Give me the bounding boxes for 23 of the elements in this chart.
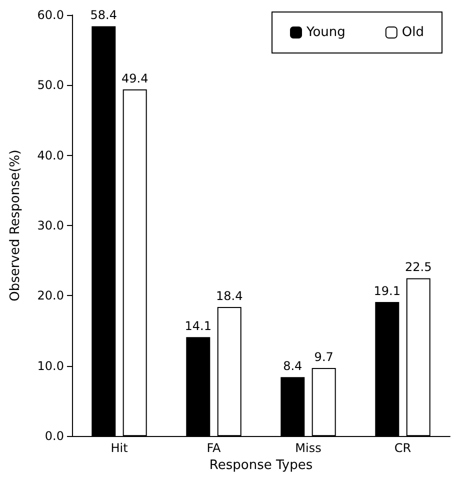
data-label: 49.4 [121, 71, 148, 86]
x-tick-label: CR [394, 441, 412, 456]
legend-label: Young [306, 25, 346, 40]
data-label: 58.4 [90, 8, 118, 22]
x-tick-label: Hit [110, 441, 128, 456]
legend-label: Old [402, 25, 424, 40]
data-label: 14.1 [184, 319, 212, 334]
y-tick-label: 10.0 [37, 358, 64, 373]
y-tick-label: 30.0 [37, 218, 64, 233]
data-label: 18.4 [216, 288, 243, 303]
data-label: 22.5 [404, 260, 432, 274]
y-tick-label: 50.0 [37, 78, 64, 92]
data-label: 9.7 [314, 350, 334, 364]
x-axis-title: Response Types [209, 458, 313, 473]
y-axis-title: Observed Response(%) [8, 150, 23, 302]
y-tick-label: 60.0 [37, 8, 64, 22]
y-tick-label: 40.0 [37, 148, 64, 162]
data-label: 8.4 [283, 359, 302, 374]
y-tick-label: 20.0 [37, 288, 64, 303]
x-tick-label: Miss [295, 441, 322, 456]
x-tick-label: FA [206, 441, 222, 456]
y-tick-label: 0.0 [44, 429, 64, 444]
data-label: 19.1 [374, 284, 401, 298]
